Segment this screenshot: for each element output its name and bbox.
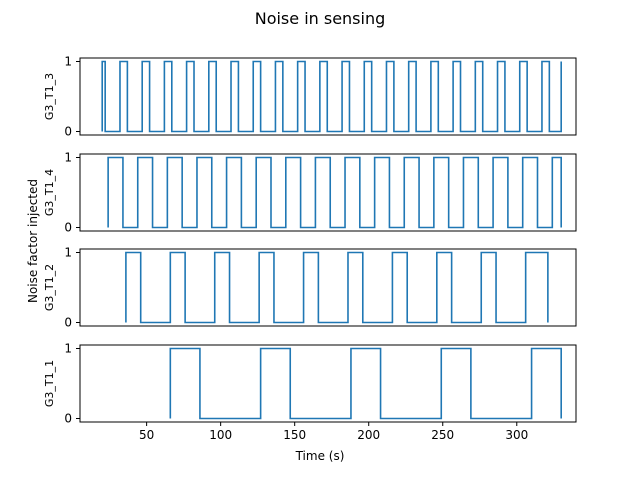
y-axis-label: Noise factor injected (26, 179, 40, 303)
panel-G3_T1_1: 0 1 G3_T1_1 50 100 150 200 250 300 (43, 342, 576, 443)
panels: 0 1 G3_T1_3 0 1 G3_T1_4 0 1 G3_T1_2 0 1 G3_T1_1 50 10… (43, 55, 576, 443)
y-tick-label-G3_T1_4-0: 0 (64, 221, 72, 235)
x-tick-label-200: 200 (357, 428, 380, 442)
x-tick-label-300: 300 (505, 428, 528, 442)
x-tick-label-50: 50 (139, 428, 154, 442)
y-tick-label-G3_T1_1-0: 0 (64, 412, 72, 426)
panel-G3_T1_2: 0 1 G3_T1_2 (43, 246, 576, 330)
y-tick-label-G3_T1_3-1: 1 (64, 55, 72, 69)
y-tick-label-G3_T1_2-0: 0 (64, 316, 72, 330)
x-axis-label: Time (s) (295, 449, 345, 463)
series-line-G3_T1_1 (170, 349, 561, 419)
y-tick-label-G3_T1_1-1: 1 (64, 342, 72, 356)
panel-label-G3_T1_2: G3_T1_2 (43, 264, 56, 311)
y-tick-label-G3_T1_2-1: 1 (64, 246, 72, 260)
panel-label-G3_T1_3: G3_T1_3 (43, 73, 56, 120)
chart-title: Noise in sensing (255, 9, 386, 28)
series-line-G3_T1_4 (108, 158, 561, 228)
panel-G3_T1_4: 0 1 G3_T1_4 (43, 151, 576, 235)
x-tick-label-100: 100 (209, 428, 232, 442)
panel-label-G3_T1_1: G3_T1_1 (43, 360, 56, 407)
series-line-G3_T1_3 (102, 62, 561, 132)
axes-frame-G3_T1_1 (80, 345, 576, 422)
axes-frame-G3_T1_4 (80, 154, 576, 231)
panel-label-G3_T1_4: G3_T1_4 (43, 169, 56, 216)
x-tick-label-150: 150 (283, 428, 306, 442)
axes-frame-G3_T1_2 (80, 249, 576, 326)
series-line-G3_T1_2 (126, 253, 548, 323)
panel-G3_T1_3: 0 1 G3_T1_3 (43, 55, 576, 139)
y-tick-label-G3_T1_3-0: 0 (64, 125, 72, 139)
x-tick-label-250: 250 (431, 428, 454, 442)
y-tick-label-G3_T1_4-1: 1 (64, 151, 72, 165)
